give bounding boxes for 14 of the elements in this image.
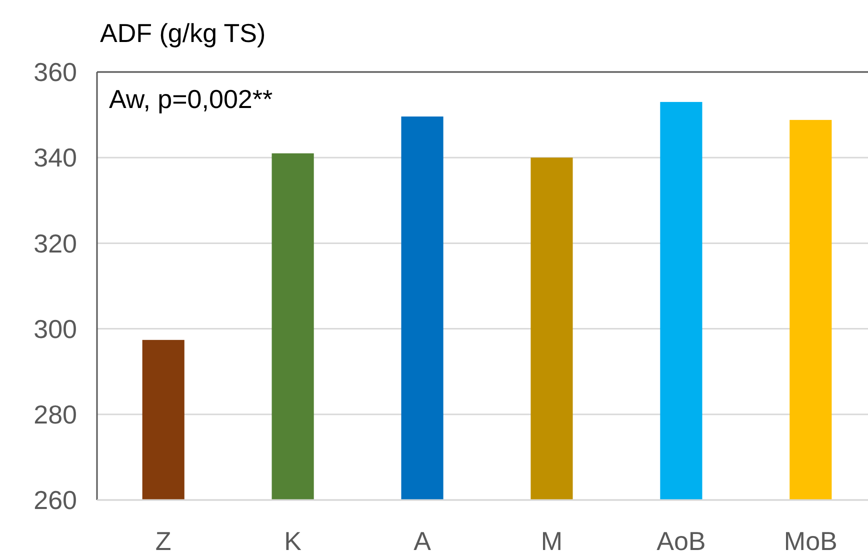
y-tick-label: 260 [34, 485, 77, 516]
x-tick-label: M [540, 526, 563, 556]
y-tick-label: 360 [34, 57, 77, 88]
x-tick-label: Z [155, 526, 172, 556]
y-tick-label: 300 [34, 314, 77, 344]
x-tick-label: MoB [784, 526, 838, 556]
y-tick-label: 340 [34, 142, 77, 173]
y-tick-label: 280 [34, 400, 77, 430]
annotation: Aw, p=0,002** [109, 84, 273, 114]
y-axis-title: ADF (g/kg TS) [100, 18, 266, 48]
x-tick-label: AoB [656, 526, 706, 556]
y-tick-label: 320 [34, 228, 77, 258]
x-tick-label: K [284, 526, 302, 556]
x-tick-label: A [414, 526, 432, 556]
